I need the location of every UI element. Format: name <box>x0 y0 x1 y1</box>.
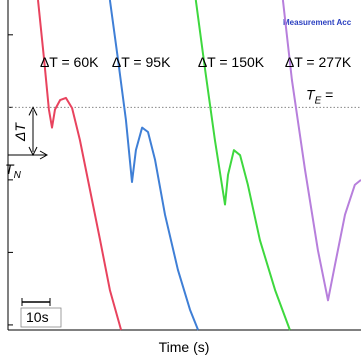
series-label: ΔT = 277K <box>285 54 352 70</box>
scale-label: 10s <box>26 309 49 325</box>
delta-label: ΔT <box>12 122 28 142</box>
series-label: ΔT = 150K <box>198 54 265 70</box>
nucleation-label: TN <box>5 161 22 181</box>
series-line <box>108 0 200 331</box>
x-axis-label: Time (s) <box>159 339 210 355</box>
series-line <box>281 0 361 302</box>
reference-label: TE = <box>306 86 333 106</box>
delta-arrow-head <box>28 106 38 116</box>
nucleation-arrow-head <box>39 150 49 160</box>
series-label: ΔT = 95K <box>112 54 171 70</box>
reference-label-sub: E <box>315 95 322 106</box>
series-line <box>37 0 123 331</box>
nucleation-label-text: T <box>5 161 15 177</box>
series-line <box>194 0 291 331</box>
chart-title: Measurement Acc <box>283 18 352 27</box>
scale-label-box <box>20 307 62 328</box>
nucleation-label-sub: N <box>14 170 22 181</box>
reference-label-suffix: = <box>321 86 333 102</box>
reference-label-text: T <box>306 86 316 102</box>
series-label: ΔT = 60K <box>40 54 99 70</box>
